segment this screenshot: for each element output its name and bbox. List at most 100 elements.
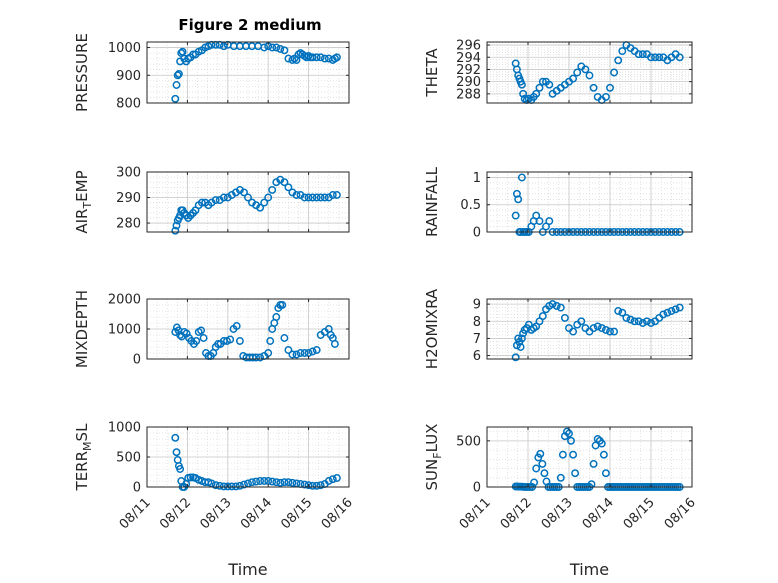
x-tick-label: 08/15 [621, 495, 658, 532]
data-point [308, 347, 317, 356]
data-point [647, 53, 655, 62]
data-point [567, 436, 575, 445]
x-tick-label: 08/14 [580, 495, 617, 532]
data-point [211, 196, 220, 205]
data-point [272, 478, 281, 487]
data-point [514, 334, 523, 343]
data-point [538, 77, 547, 86]
data-point [671, 305, 680, 314]
data-point [223, 482, 232, 491]
x-tick-label: 08/11 [457, 495, 494, 532]
data-point [601, 469, 610, 478]
data-point [511, 211, 520, 220]
data-point [316, 193, 325, 202]
data-point [622, 313, 631, 322]
y-tick-label: 800 [116, 97, 141, 112]
y-axis-label: MIXDEPTH [73, 290, 91, 368]
data-point [272, 313, 281, 321]
data-point [647, 319, 655, 327]
data-point [280, 178, 289, 187]
data-point [581, 65, 590, 74]
y-tick-label: 900 [116, 69, 141, 84]
data-point [278, 301, 287, 309]
data-point [634, 317, 643, 326]
y-tick-label: 1 [473, 171, 481, 186]
data-point [659, 310, 668, 319]
data-point [548, 300, 557, 309]
data-point [601, 92, 610, 101]
y-tick-label: 0 [133, 481, 141, 496]
y-tick-label: 0.5 [460, 198, 481, 213]
data-point [316, 53, 325, 62]
data-point [589, 324, 598, 333]
x-tick-label: 08/12 [157, 495, 194, 532]
data-point [516, 343, 525, 351]
subplot-mixdepth: 0 1000 2000 MIXDEPTH [73, 290, 350, 368]
data-point [597, 324, 606, 333]
data-point [642, 317, 651, 326]
data-point [248, 478, 256, 487]
data-point [308, 481, 317, 490]
x-tick-label: 08/13 [198, 495, 235, 532]
x-axis-label: Time [569, 560, 609, 579]
data-point [530, 478, 539, 487]
y-tick-label: 0 [473, 481, 481, 496]
subplot-air-temp: 280 290 300 AIRTEMP [73, 166, 350, 235]
data-point [517, 173, 526, 182]
data-point [663, 308, 672, 317]
data-point [571, 469, 580, 478]
x-axis-label: Time [227, 560, 267, 579]
data-point [651, 53, 660, 62]
data-point [675, 303, 684, 312]
data-point [332, 191, 341, 199]
data-point [610, 327, 619, 336]
data-point [172, 81, 181, 89]
data-point [593, 322, 602, 331]
data-point [320, 193, 329, 202]
data-point [186, 473, 195, 482]
y-tick-label: 0 [133, 353, 141, 368]
data-point [280, 334, 289, 342]
data-point [332, 53, 341, 62]
y-tick-label: 500 [116, 451, 141, 466]
data-point [215, 481, 224, 490]
data-point [532, 89, 541, 98]
data-point [272, 43, 281, 52]
data-point [284, 346, 293, 354]
data-point [552, 301, 561, 310]
data-point [511, 353, 520, 362]
data-point [296, 349, 305, 357]
data-point [556, 473, 565, 482]
data-point [197, 326, 206, 335]
data-point [248, 353, 257, 362]
data-point [268, 477, 277, 486]
axes-box [486, 41, 693, 104]
data-point [171, 94, 180, 103]
subplot-rainfall: 0 0.5 1 RAINFALL [423, 166, 693, 241]
data-point [268, 185, 277, 194]
data-point [256, 203, 265, 212]
data-point [232, 322, 241, 330]
data-point [304, 193, 313, 202]
data-point [300, 349, 309, 357]
data-point [538, 312, 547, 321]
y-axis-label: TERRMSL [73, 423, 94, 492]
data-point [538, 459, 547, 468]
y-tick-label: 7 [473, 332, 481, 347]
y-tick-label: 500 [456, 434, 481, 449]
data-point [219, 482, 228, 491]
data-point [252, 353, 261, 362]
data-point [614, 56, 623, 65]
data-point [655, 53, 664, 62]
data-point [563, 427, 571, 436]
data-point [618, 47, 627, 56]
data-point [171, 226, 180, 235]
data-point [219, 42, 228, 51]
data-point [542, 222, 550, 231]
x-tick-label: 08/13 [539, 495, 576, 532]
y-axis-label: AIRTEMP [73, 170, 94, 233]
y-axis-label: SUNFLUX [423, 424, 444, 491]
y-tick-label: 1000 [108, 323, 141, 338]
data-point [589, 83, 598, 92]
data-point [540, 469, 549, 478]
